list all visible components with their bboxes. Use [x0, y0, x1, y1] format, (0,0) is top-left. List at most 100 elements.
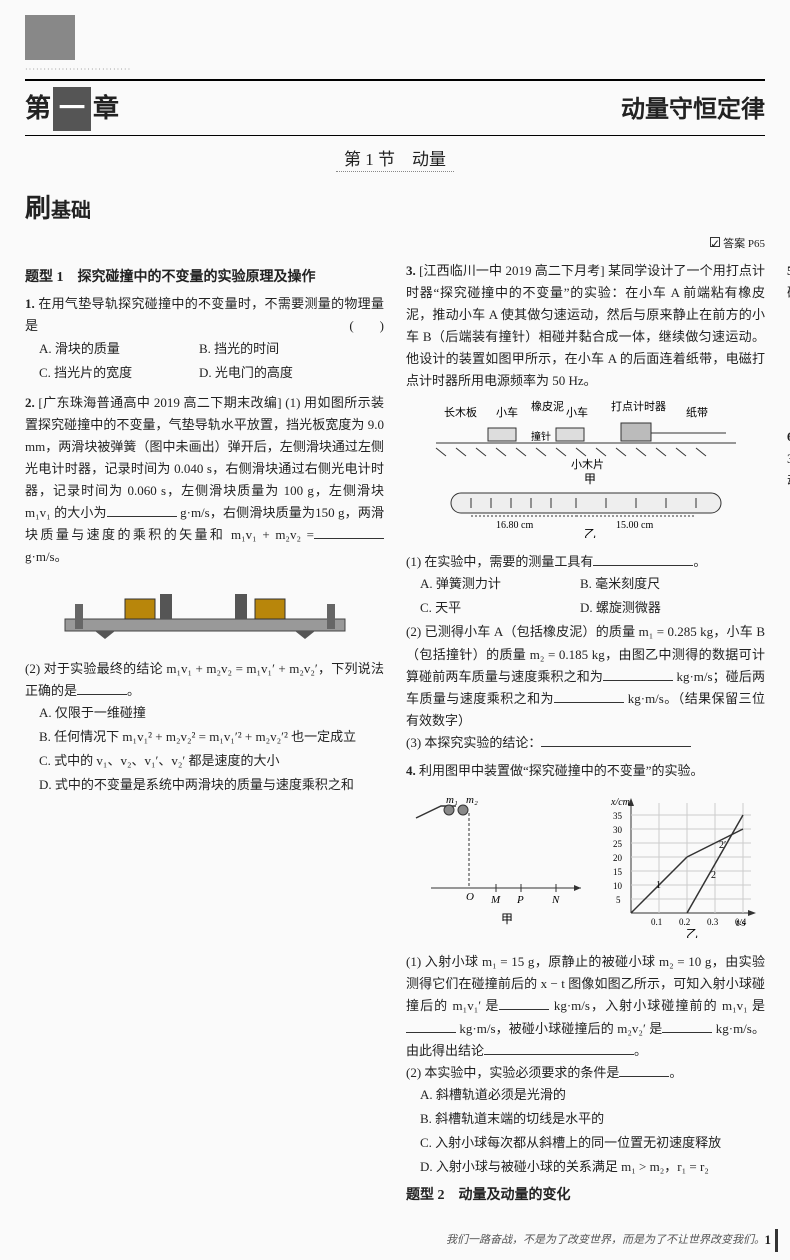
q4-p1c: kg·m/s，被碰小球碰撞后的 m₂v₂′ 是: [459, 1021, 662, 1036]
fig4-cap2: 乙: [686, 927, 698, 938]
fig4-ylab: x/cm: [610, 797, 630, 808]
fig4-P: P: [516, 894, 524, 906]
s2: 2: [711, 870, 716, 881]
section-text: 第 1 节 动量: [336, 150, 454, 172]
fig4-M: M: [490, 894, 501, 906]
yt5: 25: [613, 839, 623, 849]
shua-big: 刷: [25, 194, 51, 223]
fig3-dim2: 15.00 cm: [616, 520, 653, 531]
question-2: 2. [广东珠海普通高中 2019 高二下期末改编] (1) 用如图所示装置探究…: [25, 392, 384, 796]
header-block: [25, 15, 75, 60]
fig4-N: N: [551, 894, 560, 906]
question-4: 4. 利用图甲中装置做“探究碰撞中的不变量”的实验。 m₁ m₂ O M P N…: [406, 760, 765, 1178]
q2-d: D. 式中的不变量是系统中两滑块的质量与速度乘积之和: [39, 774, 384, 796]
q2-a: A. 仅限于一维碰撞: [39, 702, 384, 724]
q1-a: A. 滑块的质量: [39, 338, 199, 360]
q4-a: A. 斜槽轨道必须是光滑的: [420, 1084, 765, 1106]
fig4-m1: m₁: [446, 794, 458, 806]
shua-heading: 刷基础: [25, 187, 765, 231]
q4-text: 利用图甲中装置做“探究碰撞中的不变量”的实验。: [419, 763, 704, 778]
q4-num: 4.: [406, 763, 416, 778]
q3-c: C. 天平: [420, 597, 580, 619]
fig4-O: O: [466, 891, 474, 903]
yt4: 20: [613, 853, 623, 863]
q2-b: B. 任何情况下 m₁v₁² + m₂v₂² = m₁v₁′² + m₂v₂′²…: [39, 726, 384, 748]
q3-p2: (2) 已测得小车 A（包括橡皮泥）的质量 m₁ = 0.285 kg，小车 B…: [406, 621, 765, 731]
blank: [593, 552, 693, 566]
fig3-lbl3: 橡皮泥: [531, 400, 564, 413]
footer-quote: 我们一路奋战，不是为了改变世界，而是为了不让世界改变我们。: [446, 1231, 765, 1250]
header-dots: ·····························: [25, 63, 765, 77]
blank: [77, 681, 127, 695]
content-columns: 题型 1 探究碰撞中的不变量的实验原理及操作 1. 在用气垫导轨探究碰撞中的不变…: [25, 260, 765, 1220]
q3-p1-text: (1) 在实验中，需要的测量工具有: [406, 554, 593, 569]
chapter-left: 第一章: [25, 87, 119, 131]
q3-options: A. 弹簧测力计B. 毫米刻度尺 C. 天平D. 螺旋测微器: [420, 573, 765, 621]
fig3-lbl4: 小车: [566, 405, 588, 419]
fig-q4: m₁ m₂ O M P N 甲 x/cm t/s 5 10 15 20 25 3…: [406, 788, 765, 945]
q1-num: 1.: [25, 296, 35, 311]
blank: [619, 1063, 669, 1077]
q2-p1: (1) 用如图所示装置探究碰撞中的不变量，气垫导轨水平放置，挡光板宽度为 9.0…: [25, 395, 384, 520]
header-rule: [25, 79, 765, 81]
q4-options: A. 斜槽轨道必须是光滑的 B. 斜槽轨道末端的切线是水平的 C. 入射小球每次…: [406, 1084, 765, 1178]
q1-options: A. 滑块的质量B. 挡光的时间 C. 挡光片的宽度D. 光电门的高度: [39, 338, 384, 386]
tixing-1: 题型 1 探究碰撞中的不变量的实验原理及操作: [25, 266, 384, 290]
blank: [499, 996, 549, 1010]
page-number: 1: [765, 1229, 779, 1251]
fig4-m2: m₂: [466, 794, 478, 806]
blank: [314, 525, 384, 539]
chapter-post: 章: [93, 94, 119, 123]
chapter-title: 动量守恒定律: [621, 90, 765, 131]
q4-d: D. 入射小球与被碰小球的关系满足 m₁ > m₂，r₁ = r₂: [420, 1156, 765, 1178]
q1-paren: ( ): [349, 315, 384, 337]
blank: [484, 1041, 634, 1055]
q3-num: 3.: [406, 263, 416, 278]
q4-p2: (2) 本实验中，实验必须要求的条件是。: [406, 1062, 765, 1084]
q4-p1b: kg·m/s，入射小球碰撞前的 m₁v₁ 是: [554, 998, 765, 1013]
question-3: 3. [江西临川一中 2019 高二下月考] 某同学设计了一个用打点计时器“探究…: [406, 260, 765, 755]
q3-p3-text: (3) 本探究实验的结论：: [406, 735, 541, 750]
answer-ref: 答案 P65: [25, 235, 765, 254]
blank: [554, 689, 624, 703]
q1-d: D. 光电门的高度: [199, 362, 359, 384]
fig3-cap2: 乙: [584, 527, 596, 538]
shua-small: 基础: [51, 200, 91, 222]
blank: [107, 503, 177, 517]
s2p: 2′: [719, 840, 726, 851]
q3-text: 某同学设计了一个用打点计时器“探究碰撞中的不变量”的实验：在小车 A 前端粘有橡…: [406, 263, 765, 388]
q3-b: B. 毫米刻度尺: [580, 573, 740, 595]
yt6: 30: [613, 825, 623, 835]
q4-p2-text: (2) 本实验中，实验必须要求的条件是: [406, 1065, 619, 1080]
xt2: 0.2: [679, 917, 690, 927]
q4-c: C. 入射小球每次都从斜槽上的同一位置无初速度释放: [420, 1132, 765, 1154]
blank: [662, 1019, 712, 1033]
q4-b: B. 斜槽轨道末端的切线是水平的: [420, 1108, 765, 1130]
blank: [541, 733, 691, 747]
q1-c: C. 挡光片的宽度: [39, 362, 199, 384]
q2-c: C. 式中的 v₁、v₂、v₁′、v₂′ 都是速度的大小: [39, 750, 384, 772]
blank: [406, 1019, 456, 1033]
yt7: 35: [613, 811, 623, 821]
chapter-pre: 第: [25, 94, 51, 123]
s1: 1: [656, 880, 661, 891]
q2-p2: (2) 对于实验最终的结论 m₁v₁ + m₂v₂ = m₁v₁′ + m₂v₂…: [25, 658, 384, 702]
fig3-lbl2: 小车: [496, 405, 518, 419]
yt3: 15: [613, 867, 623, 877]
fig3-dim1: 16.80 cm: [496, 520, 533, 531]
q3-a: A. 弹簧测力计: [420, 573, 580, 595]
fig3-lbl1: 长木板: [444, 405, 477, 419]
chapter-box: 一: [53, 87, 91, 131]
yt1: 5: [616, 895, 621, 905]
fig3-lbl7: 撞针: [531, 430, 551, 443]
q2-options: A. 仅限于一维碰撞 B. 任何情况下 m₁v₁² + m₂v₂² = m₁v₁…: [25, 702, 384, 796]
answer-ref-text: 答案 P65: [723, 238, 765, 250]
fig3-cap1: 甲: [584, 472, 596, 486]
question-1: 1. 在用气垫导轨探究碰撞中的不变量时，不需要测量的物理量是( ) A. 滑块的…: [25, 293, 384, 385]
q3-p3: (3) 本探究实验的结论：: [406, 732, 765, 754]
tixing-2: 题型 2 动量及动量的变化: [406, 1184, 765, 1208]
fig3-lbl6: 纸带: [686, 406, 708, 419]
q1-text: 在用气垫导轨探究碰撞中的不变量时，不需要测量的物理量是: [25, 296, 384, 333]
fig3-lbl5: 打点计时器: [611, 399, 666, 413]
check-icon: [710, 237, 720, 247]
